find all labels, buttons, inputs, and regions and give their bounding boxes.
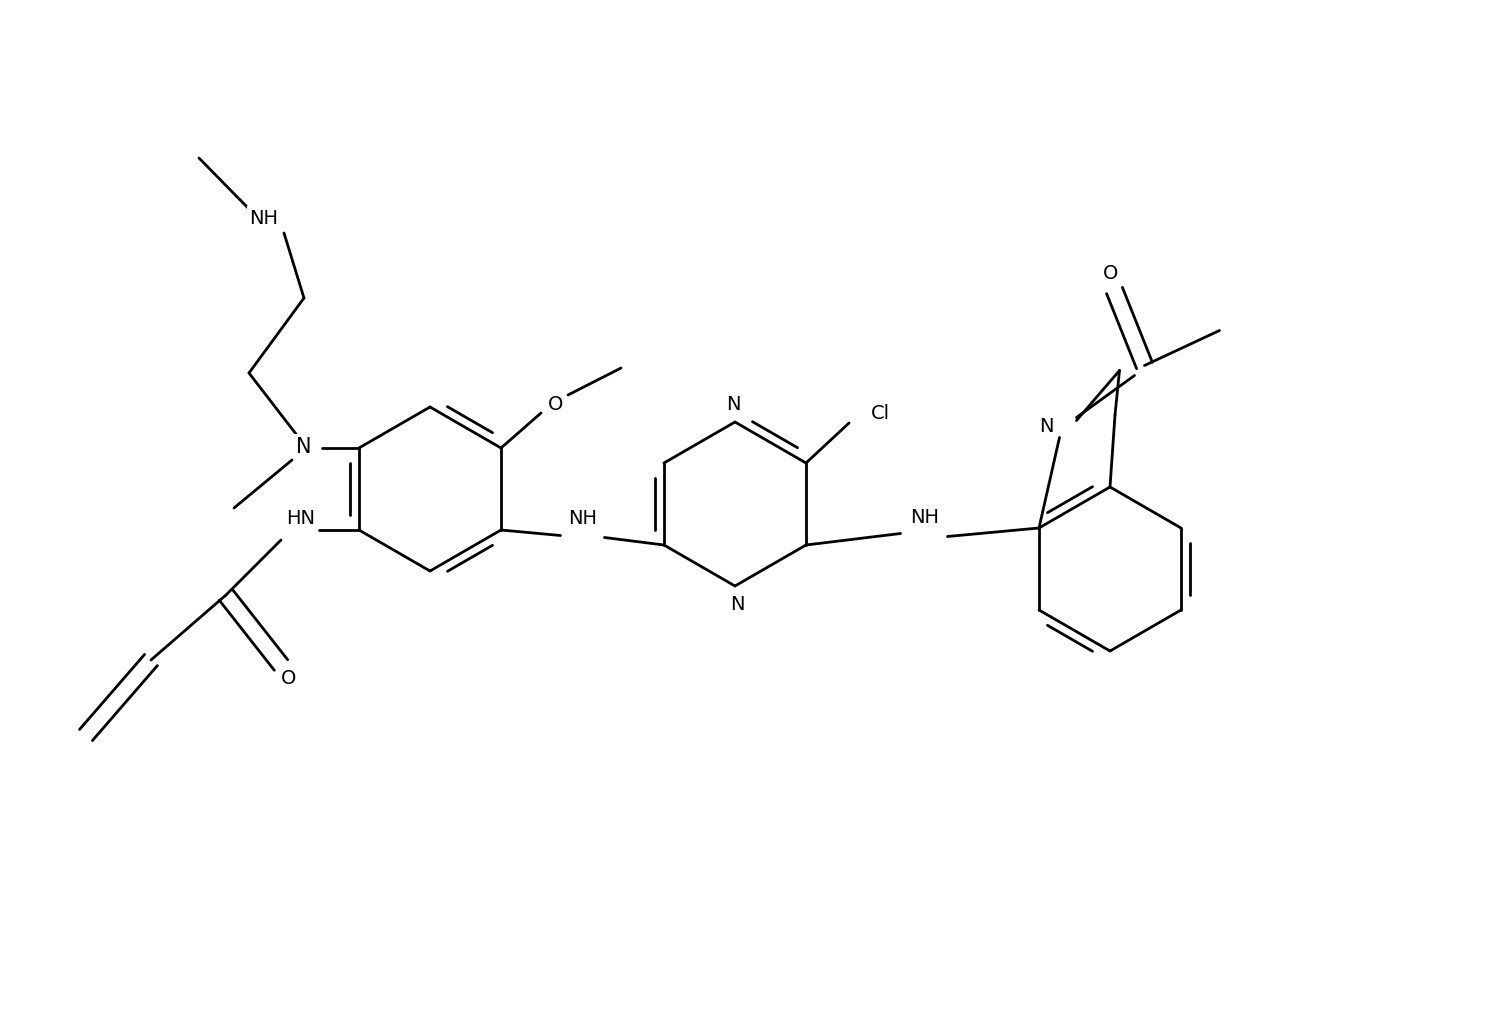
Text: N: N [296,436,311,457]
Text: HN: HN [287,510,315,528]
Text: N: N [296,439,311,459]
Text: N: N [729,595,744,613]
Text: N: N [726,395,740,414]
Text: Cl: Cl [870,405,890,423]
Text: NH: NH [911,507,939,527]
Text: O: O [548,394,564,413]
Text: O: O [1103,264,1117,282]
Text: NH: NH [568,508,597,528]
Text: N: N [1039,417,1054,435]
Text: O: O [281,667,296,687]
Text: NH: NH [250,209,278,228]
